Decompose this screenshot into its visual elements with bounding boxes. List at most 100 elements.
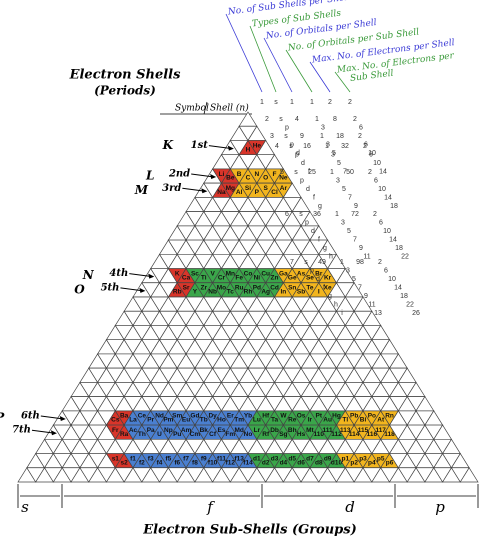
element-symbol: 113 bbox=[340, 427, 351, 434]
shell-n: 1 bbox=[260, 99, 264, 106]
element-symbol: Sg bbox=[279, 431, 287, 438]
element-symbol: Fr bbox=[112, 427, 119, 434]
groups-title: Electron Sub-Shells (Groups) bbox=[142, 523, 356, 538]
element-symbol: Pt bbox=[316, 413, 323, 420]
block-label: s bbox=[21, 498, 29, 516]
subshell-orbitals: 1 bbox=[320, 133, 324, 140]
element-symbol: Os bbox=[297, 413, 306, 420]
element-symbol: Pu bbox=[173, 431, 181, 438]
element-symbol: Pa bbox=[147, 427, 155, 434]
shells-title: Electron Shells bbox=[69, 68, 182, 83]
marker-arrow bbox=[31, 429, 56, 434]
element-symbol: 110 bbox=[314, 431, 325, 438]
element-symbol: Hg bbox=[332, 413, 341, 420]
subshell-electrons: 14 bbox=[379, 168, 387, 175]
element-symbol: 114 bbox=[349, 431, 360, 438]
element-symbol: 116 bbox=[367, 431, 378, 438]
shell-electrons: 18 bbox=[336, 133, 344, 140]
element-symbol: Al bbox=[236, 189, 243, 196]
leader-line bbox=[263, 37, 293, 93]
element-symbol: p6 bbox=[386, 459, 394, 466]
shell-electrons: 50 bbox=[346, 169, 354, 176]
element-symbol: Th bbox=[138, 431, 146, 438]
shell-ordinal: 5th bbox=[101, 282, 120, 293]
element-symbol: Sm bbox=[172, 413, 182, 420]
subshell-electrons: 10 bbox=[388, 276, 396, 283]
element-symbol: Co bbox=[244, 270, 253, 277]
element-symbol: Na bbox=[217, 189, 226, 196]
element-symbol: Rn bbox=[385, 413, 394, 420]
element-symbol: Sn bbox=[288, 285, 296, 292]
element-symbol: f2 bbox=[139, 459, 145, 466]
element-symbol: Cm bbox=[190, 431, 201, 438]
arrow-head bbox=[50, 430, 57, 436]
element-symbol: Be bbox=[226, 175, 235, 182]
element-symbol: f9 bbox=[201, 455, 207, 462]
element-symbol: V bbox=[210, 270, 215, 277]
element-symbol: Kr bbox=[324, 274, 332, 281]
subshell-type: h bbox=[334, 301, 338, 308]
element-symbol: Pb bbox=[350, 413, 358, 420]
subshell-type: s bbox=[299, 211, 303, 218]
element-symbol: 115 bbox=[358, 427, 369, 434]
subshell-orbitals: 5 bbox=[337, 160, 341, 167]
element-symbol: Nb bbox=[208, 289, 217, 296]
element-symbol: Ra bbox=[120, 431, 129, 438]
subshell-orbitals: 7 bbox=[353, 236, 357, 243]
element-symbol: 112 bbox=[331, 431, 342, 438]
subshell-electrons: 6 bbox=[369, 151, 373, 158]
shell-electrons: 8 bbox=[333, 116, 337, 123]
element-symbol: La bbox=[129, 417, 137, 424]
shell-electrons: 2 bbox=[328, 99, 332, 106]
subshell-orbitals: 13 bbox=[374, 310, 382, 317]
marker-arrow bbox=[208, 145, 232, 150]
element-symbol: Am bbox=[181, 427, 192, 434]
subshell-type: p bbox=[285, 124, 289, 131]
leader-line bbox=[285, 49, 313, 93]
shell-symbol: K bbox=[162, 138, 174, 152]
element-symbol: No bbox=[244, 431, 253, 438]
subshell-type: g bbox=[323, 245, 327, 252]
subshell-type: p bbox=[300, 177, 304, 184]
element-symbol: Ni bbox=[254, 274, 261, 281]
subshell-electrons: 10 bbox=[383, 228, 391, 235]
block-label: p bbox=[435, 498, 445, 516]
grid: HHeLiBeBCNOFNeNaMgAlSiPSClArKCaScTiVCrMn… bbox=[17, 111, 479, 483]
element-symbol: Ag bbox=[261, 289, 270, 296]
subshell-type: d bbox=[316, 276, 320, 283]
subshell-type: f bbox=[313, 194, 315, 201]
shell-electrons: 72 bbox=[351, 211, 359, 218]
shell-ordinal: 7th bbox=[12, 425, 31, 436]
subshell-electrons: 2 bbox=[363, 143, 367, 150]
subshell-orbitals: 7 bbox=[348, 194, 352, 201]
element-symbol: As bbox=[297, 270, 306, 277]
shell-electrons: 32 bbox=[341, 143, 349, 150]
subshell-type: i bbox=[341, 310, 343, 317]
shell-orbitals: 49 bbox=[318, 259, 326, 266]
element-symbol: d1 bbox=[253, 455, 261, 462]
marker-arrow bbox=[40, 415, 64, 420]
subshell-electrons: 6 bbox=[374, 177, 378, 184]
subshell-type: p bbox=[310, 267, 314, 274]
element-symbol: Te bbox=[306, 285, 313, 292]
element-symbol: Ho bbox=[217, 417, 226, 424]
subshell-type: p bbox=[290, 141, 294, 148]
element-symbol: d7 bbox=[306, 455, 314, 462]
arrow-head bbox=[201, 188, 208, 194]
subshell-orbitals: 5 bbox=[332, 150, 336, 157]
element-symbol: f6 bbox=[174, 459, 180, 466]
element-symbol: Cr bbox=[218, 274, 226, 281]
subshell-type: s bbox=[294, 169, 298, 176]
element-symbol: s1 bbox=[112, 455, 120, 462]
subshell-orbitals: 1 bbox=[335, 211, 339, 218]
element-symbol: Au bbox=[323, 417, 332, 424]
shell-orbitals: 1 bbox=[290, 99, 294, 106]
element-symbol: Es bbox=[217, 427, 225, 434]
element-symbol: Ne bbox=[279, 175, 288, 182]
subshell-electrons: 2 bbox=[378, 259, 382, 266]
element-symbol: Cs bbox=[111, 417, 120, 424]
subshell-type: s bbox=[279, 116, 283, 123]
element-symbol: Sc bbox=[191, 270, 199, 277]
element-symbol: U bbox=[157, 431, 162, 438]
element-symbol: Li bbox=[219, 171, 225, 178]
